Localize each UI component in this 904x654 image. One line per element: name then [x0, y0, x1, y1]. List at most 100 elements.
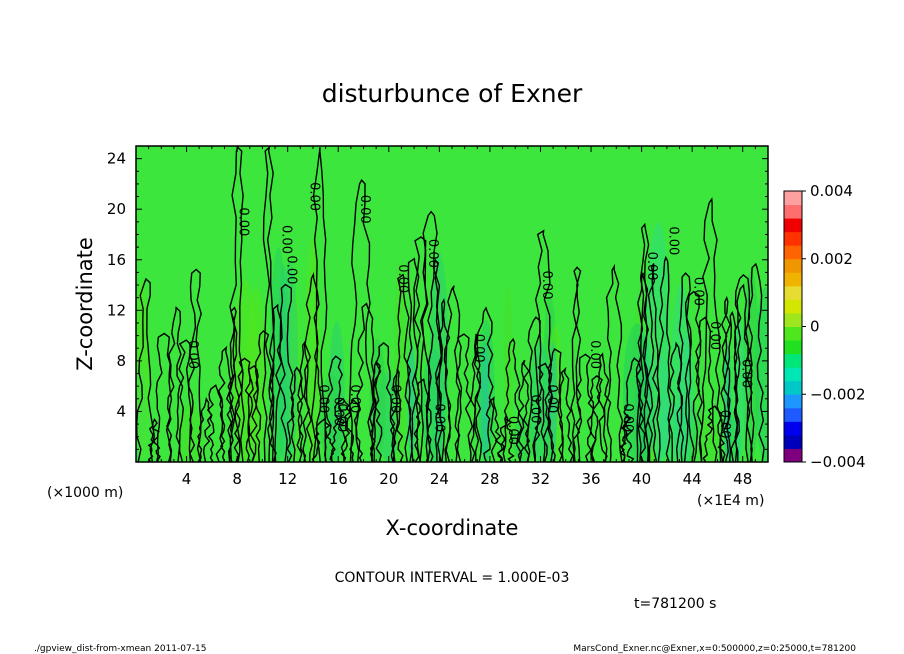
contour-line [355, 302, 376, 462]
y-tick-label: 12 [107, 301, 126, 319]
x-tick-label: 24 [430, 470, 449, 488]
contour-line [267, 303, 288, 462]
colorbar-tick-label: 0.004 [810, 182, 853, 200]
contour-line [249, 330, 277, 462]
x-tick-label: 36 [581, 470, 600, 488]
colorbar-swatch [784, 380, 802, 395]
y-tick-label: 4 [116, 402, 126, 420]
contour-line [602, 263, 624, 462]
contour-line [434, 297, 452, 462]
colorbar-swatch [784, 299, 802, 314]
contour-line [473, 306, 498, 462]
contour-line [165, 306, 185, 462]
contour-label: 0.00 [279, 225, 294, 254]
contour-label: 0.00 [425, 239, 440, 268]
contour-line [692, 316, 718, 462]
contour-label: 0.00 [306, 182, 321, 211]
contour-line [542, 348, 564, 462]
contour-label: 0.00 [528, 394, 543, 423]
contour-interval-text: CONTOUR INTERVAL = 1.000E-03 [335, 570, 570, 586]
contour-label: 0.00 [387, 384, 402, 413]
contour-line [483, 396, 503, 462]
contour-line [637, 222, 652, 462]
contour-line [392, 273, 413, 462]
x-tick-label: 28 [480, 470, 499, 488]
colorbar-swatch [784, 312, 802, 327]
contour-line [572, 353, 597, 462]
time-text: t=781200 s [634, 596, 716, 612]
contour-line [621, 357, 647, 462]
contour-label: 0.00 [544, 384, 559, 413]
contour-line [745, 262, 765, 462]
colorbar-tick-label: −0.004 [810, 453, 866, 471]
x-tick-label: 44 [683, 470, 702, 488]
contour-line [656, 255, 674, 462]
contour-label: 0.00 [707, 321, 722, 350]
contour-label: 0.00 [471, 334, 486, 363]
y-axis: 4 8 12 16 20 24 [107, 150, 768, 450]
y-tick-label: 24 [107, 150, 126, 168]
contour-label: 0.00 [665, 226, 680, 255]
contour-line [147, 417, 161, 462]
colorbar: 0.004 0.002 0 −0.002 −0.004 [783, 182, 866, 471]
colorbar-swatch [784, 245, 802, 260]
footer-right: MarsCond_Exner.nc@Exner,x=0:500000,z=0:2… [573, 644, 856, 654]
x-tick-label: 16 [329, 470, 348, 488]
colorbar-swatch [784, 394, 802, 409]
contour-line [557, 366, 574, 462]
contour-line [675, 272, 695, 462]
colorbar-swatch [784, 258, 802, 273]
y-axis-title: Z-coordinate [73, 237, 97, 371]
contour-label: 0.00 [334, 403, 349, 432]
contour-line [197, 396, 215, 462]
colorbar-swatch [784, 326, 802, 341]
contour-label: 0.00 [620, 403, 635, 432]
x-tick-label: 40 [632, 470, 651, 488]
contour-line [274, 283, 296, 462]
contour-line [454, 333, 474, 462]
contour-label: 0.00 [185, 340, 200, 369]
contour-line [570, 266, 583, 462]
contour-line [202, 384, 226, 462]
colorbar-swatch [784, 340, 802, 355]
contour-line [340, 398, 364, 462]
contour-line [444, 285, 463, 462]
contour-line [635, 272, 650, 462]
contour-label: 0.00 [357, 195, 372, 224]
contour-label: 0.00 [505, 416, 520, 445]
x-tick-label: 8 [232, 470, 242, 488]
colorbar-swatch [784, 367, 802, 382]
contour-line [532, 229, 555, 462]
colorbar-tick-label: 0 [810, 318, 820, 336]
contour-line [698, 197, 724, 462]
contour-line [419, 210, 444, 462]
colorbar-swatch [784, 285, 802, 300]
colorbar-swatch [784, 421, 802, 436]
contour-line [369, 341, 395, 462]
field-patch [281, 261, 299, 462]
colorbar-swatch [784, 231, 802, 246]
contour-label: 0.00 [691, 277, 706, 306]
contour-line [585, 375, 608, 462]
contour-line [719, 295, 732, 462]
plot-area: 0.000.000.000.000.000.00 0.00 0.000.000.00… [135, 145, 769, 463]
x-axis: 4 8 12 16 20 24 28 32 36 40 44 48 [148, 146, 756, 488]
footer-left: ./gpview_dist-from-xmean 2011-07-15 [34, 644, 206, 654]
contour-line [733, 283, 753, 462]
contour-line [261, 146, 276, 462]
contour-line [228, 146, 245, 462]
colorbar-swatch [784, 434, 802, 449]
contour-line [310, 147, 328, 462]
contour-label: 0.00 [717, 410, 732, 439]
x-tick-label: 12 [278, 470, 297, 488]
contour-label: 0.00 [347, 384, 362, 413]
colorbar-tick-label: −0.002 [810, 385, 866, 403]
contour-label: 0.00 [539, 271, 554, 300]
contour-line [233, 357, 255, 462]
y-tick-label: 16 [107, 251, 126, 269]
contour-line [330, 397, 355, 462]
contour-line [323, 355, 347, 462]
contour-line [227, 306, 241, 462]
colorbar-swatch [784, 218, 802, 233]
